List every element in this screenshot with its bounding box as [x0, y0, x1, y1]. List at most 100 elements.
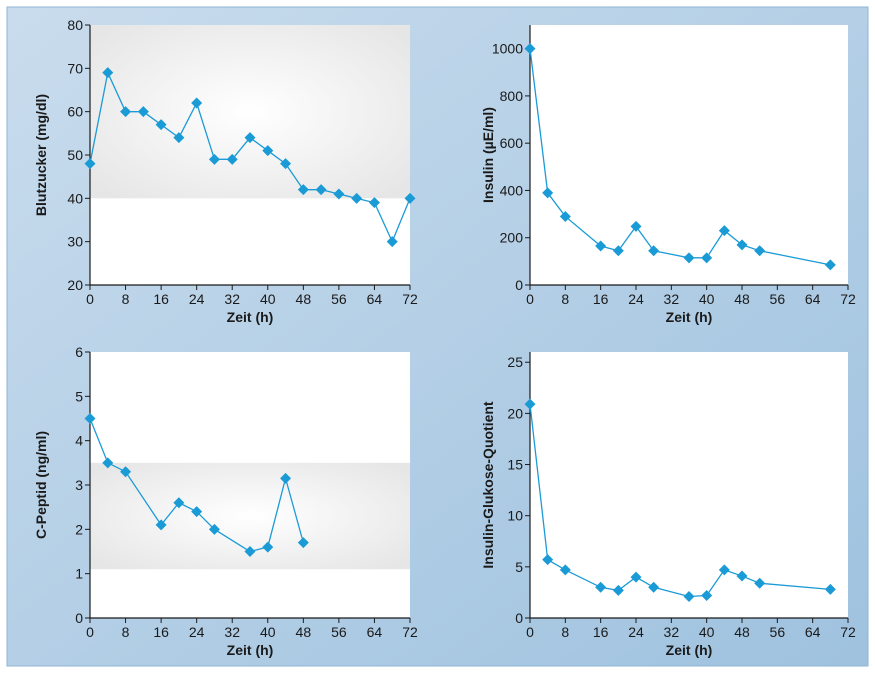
x-axis-title: Zeit (h)	[227, 309, 274, 325]
x-tick-label: 48	[296, 291, 312, 307]
data-point	[84, 413, 96, 424]
x-tick-label: 56	[770, 624, 786, 640]
x-tick-label: 48	[734, 291, 750, 307]
x-axis-title: Zeit (h)	[666, 642, 713, 658]
x-tick-label: 8	[122, 291, 130, 307]
y-tick-label: 20	[507, 405, 523, 421]
chart-quotient: 0 5 10 15 20 25 0 8 16 24 32 40 48 56 64 72 Zeit (h) Insu…	[480, 352, 856, 658]
x-tick-label: 72	[840, 291, 856, 307]
x-tick-label: 40	[699, 624, 715, 640]
y-tick-label: 2	[75, 521, 83, 537]
plot-area	[530, 352, 848, 618]
data-point	[208, 153, 220, 165]
data-point	[173, 132, 185, 144]
x-tick-label: 32	[224, 624, 240, 640]
x-tick-label: 64	[367, 291, 383, 307]
x-tick-label: 40	[699, 291, 715, 307]
data-point	[648, 581, 660, 593]
y-tick-label: 0	[515, 610, 523, 626]
data-point	[612, 245, 624, 257]
data-point	[524, 398, 536, 410]
data-point	[280, 158, 292, 170]
data-point	[595, 240, 607, 252]
y-axis-title: C-Peptid (ng/ml)	[33, 431, 49, 539]
y-tick-label: 0	[515, 277, 523, 293]
chart-insulin: 0 200 400 600 800 1000 0 8 16 24 32 40 48 56 64 72 Zeit …	[480, 25, 856, 325]
data-point	[120, 466, 132, 478]
data-point	[191, 506, 203, 518]
y-tick-label: 80	[67, 17, 83, 33]
data-point	[386, 236, 398, 248]
data-point	[226, 153, 238, 165]
data-point	[824, 259, 836, 271]
data-point	[754, 245, 766, 257]
x-tick-label: 64	[805, 291, 821, 307]
y-tick-label: 200	[500, 230, 524, 246]
data-point	[333, 188, 345, 200]
data-point	[368, 197, 380, 209]
x-tick-label: 56	[770, 291, 786, 307]
y-tick-label: 600	[500, 135, 524, 151]
data-point	[559, 564, 571, 576]
data-point	[683, 252, 695, 264]
x-tick-label: 32	[664, 291, 680, 307]
x-tick-label: 8	[561, 291, 569, 307]
data-point	[612, 584, 624, 596]
data-point	[102, 67, 114, 79]
x-tick-label: 64	[805, 624, 821, 640]
data-point	[736, 570, 748, 582]
y-tick-label: 800	[500, 88, 524, 104]
y-tick-label: 25	[507, 354, 523, 370]
data-point	[137, 106, 149, 118]
x-tick-label: 32	[224, 291, 240, 307]
data-point	[718, 225, 730, 237]
data-point	[630, 220, 642, 232]
data-point	[542, 554, 554, 566]
data-point	[718, 564, 730, 576]
data-point	[542, 187, 554, 199]
data-point	[84, 158, 96, 170]
y-tick-label: 1	[75, 566, 83, 582]
data-point	[102, 457, 114, 469]
x-tick-label: 56	[331, 624, 347, 640]
x-tick-label: 16	[593, 624, 609, 640]
x-tick-label: 0	[526, 624, 534, 640]
y-tick-label: 60	[67, 104, 83, 120]
x-tick-label: 56	[331, 291, 347, 307]
data-point	[244, 132, 256, 144]
x-tick-label: 16	[153, 291, 169, 307]
y-tick-label: 50	[67, 147, 83, 163]
x-tick-label: 16	[593, 291, 609, 307]
data-point	[630, 571, 642, 583]
data-point	[262, 541, 274, 553]
x-tick-label: 40	[260, 624, 276, 640]
data-point	[351, 192, 363, 204]
x-tick-label: 24	[189, 291, 205, 307]
y-tick-label: 30	[67, 234, 83, 250]
data-point	[244, 546, 256, 557]
y-tick-label: 4	[75, 433, 83, 449]
y-tick-label: 5	[75, 388, 83, 404]
data-point	[683, 591, 695, 603]
y-axis-title: Insulin (µE/ml)	[480, 107, 496, 203]
data-point	[524, 43, 536, 55]
x-tick-label: 48	[734, 624, 750, 640]
y-tick-label: 20	[67, 277, 83, 293]
y-axis-title: Insulin-Glukose-Quotient	[480, 401, 496, 569]
x-tick-label: 0	[526, 291, 534, 307]
x-axis-title: Zeit (h)	[227, 642, 274, 658]
y-tick-label: 10	[507, 508, 523, 524]
data-point	[404, 192, 416, 204]
x-tick-label: 24	[189, 624, 205, 640]
x-tick-label: 72	[402, 624, 418, 640]
y-tick-label: 1000	[492, 41, 523, 57]
data-point	[754, 577, 766, 589]
x-tick-label: 24	[628, 291, 644, 307]
data-point	[297, 184, 309, 196]
data-point	[155, 119, 167, 131]
data-point	[824, 583, 836, 595]
x-tick-label: 48	[296, 624, 312, 640]
x-tick-label: 72	[402, 291, 418, 307]
